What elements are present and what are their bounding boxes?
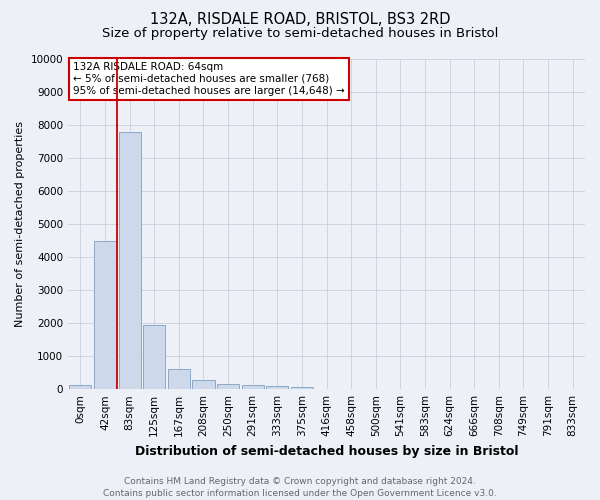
Bar xyxy=(193,380,215,389)
Text: 132A, RISDALE ROAD, BRISTOL, BS3 2RD: 132A, RISDALE ROAD, BRISTOL, BS3 2RD xyxy=(150,12,450,28)
Text: 132A RISDALE ROAD: 64sqm
← 5% of semi-detached houses are smaller (768)
95% of s: 132A RISDALE ROAD: 64sqm ← 5% of semi-de… xyxy=(73,62,345,96)
Bar xyxy=(266,386,289,389)
Bar xyxy=(217,384,239,389)
Y-axis label: Number of semi-detached properties: Number of semi-detached properties xyxy=(15,121,25,327)
Bar xyxy=(94,240,116,389)
Bar xyxy=(291,388,313,389)
Bar xyxy=(143,326,165,389)
Text: Size of property relative to semi-detached houses in Bristol: Size of property relative to semi-detach… xyxy=(102,28,498,40)
Bar xyxy=(168,368,190,389)
X-axis label: Distribution of semi-detached houses by size in Bristol: Distribution of semi-detached houses by … xyxy=(135,444,518,458)
Bar xyxy=(119,132,140,389)
Bar xyxy=(242,385,264,389)
Text: Contains HM Land Registry data © Crown copyright and database right 2024.
Contai: Contains HM Land Registry data © Crown c… xyxy=(103,476,497,498)
Bar xyxy=(69,385,91,389)
